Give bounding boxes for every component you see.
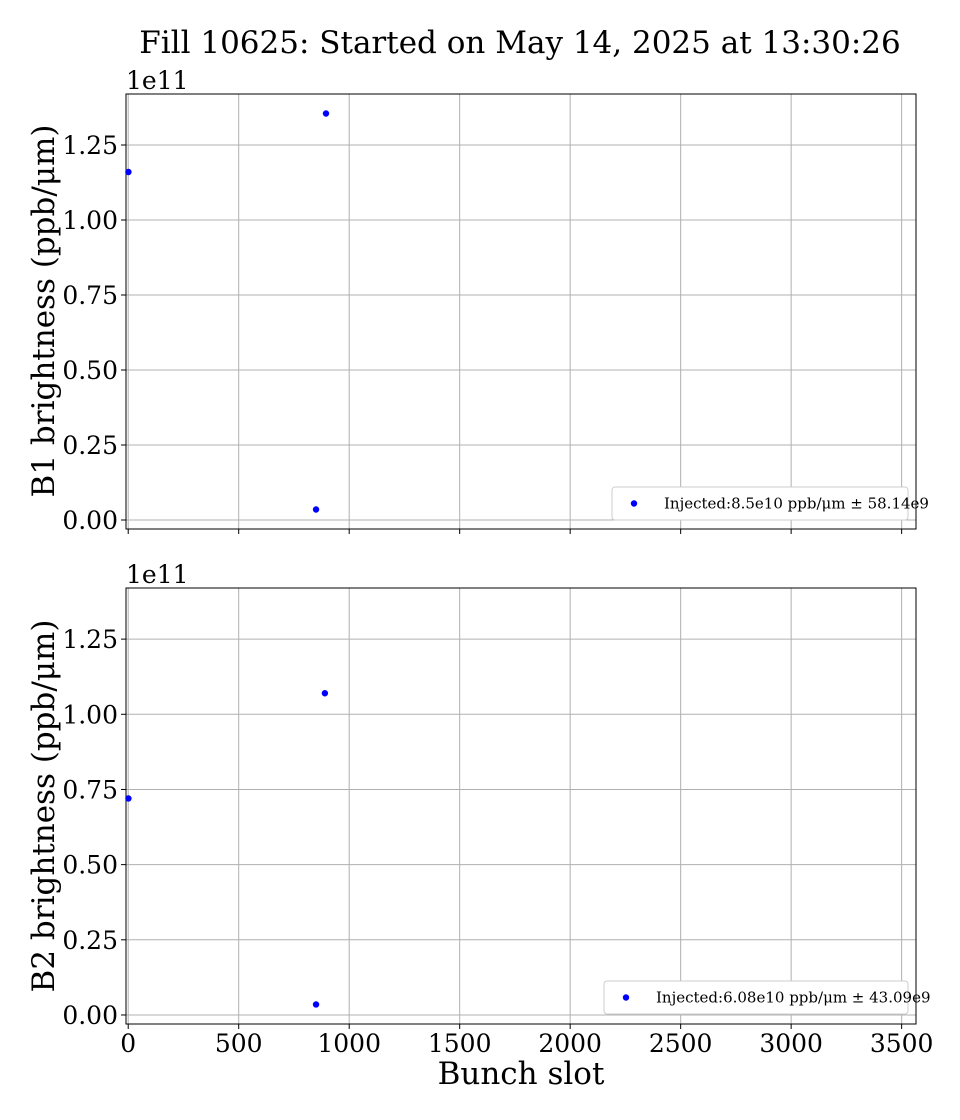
- y-tick-label: 0.75: [62, 281, 118, 310]
- x-tick-label: 0: [120, 1029, 136, 1058]
- figure-title: Fill 10625: Started on May 14, 2025 at 1…: [139, 25, 901, 61]
- y-offset-label: 1e11: [126, 560, 189, 589]
- y-tick-label: 1.00: [62, 206, 118, 235]
- legend-frame: [611, 486, 909, 521]
- x-tick-label: 1000: [317, 1029, 381, 1058]
- data-point: [322, 110, 330, 117]
- y-tick-label: 1.25: [62, 131, 118, 160]
- x-axis-label: Bunch slot: [438, 1056, 605, 1092]
- data-point: [125, 795, 132, 802]
- charts-container: 0.00 0.25 0.50 0.75 1.00 1.25 1e11 B1 brightnes…: [26, 66, 933, 1092]
- legend: Injected:6.08e10 ppb/μm ± 43.09e9: [603, 980, 931, 1015]
- y-tick-label: 1.25: [62, 625, 118, 654]
- data-point: [312, 506, 320, 513]
- legend-entry: Injected:6.08e10 ppb/μm ± 43.09e9: [656, 989, 931, 1007]
- y-tick-label: 0.50: [62, 356, 118, 385]
- y-tick-label: 0.25: [62, 926, 118, 955]
- y-tick-label: 0.25: [62, 431, 118, 460]
- y-axis-label: B2 brightness (ppb/μm): [26, 620, 62, 993]
- legend-marker: [630, 500, 638, 507]
- x-tick-label: 2000: [538, 1029, 602, 1058]
- x-tick-label: 3000: [759, 1029, 823, 1058]
- y-tick-label: 1.00: [62, 700, 118, 729]
- y-tick-label: 0.75: [62, 775, 118, 804]
- x-tick-label: 500: [215, 1029, 263, 1058]
- x-tick-label: 2500: [649, 1029, 713, 1058]
- y-tick-label: 0.50: [62, 851, 118, 880]
- data-point: [312, 1001, 320, 1008]
- legend: Injected:8.5e10 ppb/μm ± 58.14e9: [611, 486, 929, 521]
- plot-frame: [125, 93, 917, 530]
- legend-frame: [603, 980, 909, 1015]
- y-axis-label: B1 brightness (ppb/μm): [26, 125, 62, 498]
- x-tick-label: 1500: [428, 1029, 492, 1058]
- y-tick-label: 0.00: [62, 1001, 118, 1030]
- y-tick-label: 0.00: [62, 506, 118, 535]
- plot-frame: [125, 587, 917, 1025]
- chart-b2-brightness: 0 500 1000 1500 2000 2500 3000 3500 0.00 0.25 0.50…: [26, 560, 933, 1092]
- x-tick-label: 3500: [870, 1029, 934, 1058]
- y-offset-label: 1e11: [126, 66, 189, 95]
- legend-entry: Injected:8.5e10 ppb/μm ± 58.14e9: [664, 495, 929, 513]
- data-point: [321, 690, 329, 697]
- data-point: [125, 168, 132, 176]
- legend-marker: [622, 994, 630, 1001]
- chart-b1-brightness: 0.00 0.25 0.50 0.75 1.00 1.25 1e11 B1 brightnes…: [26, 66, 929, 535]
